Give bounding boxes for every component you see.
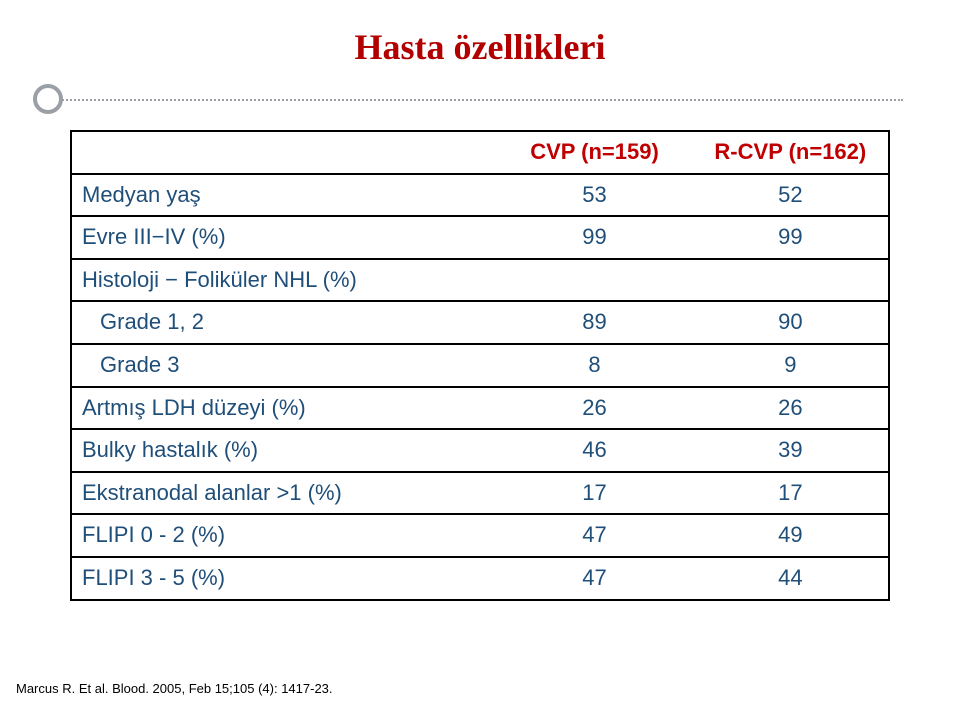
row-value-cvp: 46: [496, 429, 692, 472]
row-value-rcvp: 39: [693, 429, 889, 472]
row-value-cvp: 26: [496, 387, 692, 430]
row-value-cvp: 17: [496, 472, 692, 515]
table-row: Evre III−IV (%)9999: [71, 216, 889, 259]
characteristics-table-wrap: CVP (n=159) R-CVP (n=162) Medyan yaş5352…: [70, 130, 890, 601]
row-label: Medyan yaş: [71, 174, 496, 217]
table-row: Medyan yaş5352: [71, 174, 889, 217]
characteristics-table: CVP (n=159) R-CVP (n=162) Medyan yaş5352…: [70, 130, 890, 601]
row-label: FLIPI 3 - 5 (%): [71, 557, 496, 600]
table-row: Grade 1, 28990: [71, 301, 889, 344]
title-underline: [55, 86, 903, 116]
table-row: Bulky hastalık (%)4639: [71, 429, 889, 472]
table-row: FLIPI 0 - 2 (%)4749: [71, 514, 889, 557]
row-label: Artmış LDH düzeyi (%): [71, 387, 496, 430]
table-row: Artmış LDH düzeyi (%)2626: [71, 387, 889, 430]
row-label: Grade 3: [71, 344, 496, 387]
table-header-blank: [71, 131, 496, 174]
row-value-rcvp: 49: [693, 514, 889, 557]
row-value-rcvp: [693, 259, 889, 302]
row-label: Histoloji − Foliküler NHL (%): [71, 259, 496, 302]
row-label: Ekstranodal alanlar >1 (%): [71, 472, 496, 515]
row-value-cvp: 8: [496, 344, 692, 387]
table-header-row: CVP (n=159) R-CVP (n=162): [71, 131, 889, 174]
page-title: Hasta özellikleri: [0, 26, 960, 68]
circle-icon: [33, 84, 63, 114]
row-value-rcvp: 9: [693, 344, 889, 387]
row-label: Bulky hastalık (%): [71, 429, 496, 472]
table-row: Grade 389: [71, 344, 889, 387]
row-value-rcvp: 26: [693, 387, 889, 430]
dotted-line: [55, 99, 903, 101]
row-value-rcvp: 99: [693, 216, 889, 259]
table-row: FLIPI 3 - 5 (%)4744: [71, 557, 889, 600]
citation-footer: Marcus R. Et al. Blood. 2005, Feb 15;105…: [16, 681, 333, 696]
row-value-cvp: [496, 259, 692, 302]
table-row: Ekstranodal alanlar >1 (%)1717: [71, 472, 889, 515]
slide: Hasta özellikleri CVP (n=159) R-CVP (n=1…: [0, 0, 960, 712]
table-header-cvp: CVP (n=159): [496, 131, 692, 174]
row-value-cvp: 99: [496, 216, 692, 259]
row-value-cvp: 89: [496, 301, 692, 344]
row-label: FLIPI 0 - 2 (%): [71, 514, 496, 557]
row-value-rcvp: 17: [693, 472, 889, 515]
table-header-rcvp: R-CVP (n=162): [693, 131, 889, 174]
table-row: Histoloji − Foliküler NHL (%): [71, 259, 889, 302]
row-value-cvp: 53: [496, 174, 692, 217]
row-value-cvp: 47: [496, 557, 692, 600]
row-value-rcvp: 90: [693, 301, 889, 344]
row-value-cvp: 47: [496, 514, 692, 557]
row-label: Grade 1, 2: [71, 301, 496, 344]
row-value-rcvp: 52: [693, 174, 889, 217]
row-value-rcvp: 44: [693, 557, 889, 600]
row-label: Evre III−IV (%): [71, 216, 496, 259]
